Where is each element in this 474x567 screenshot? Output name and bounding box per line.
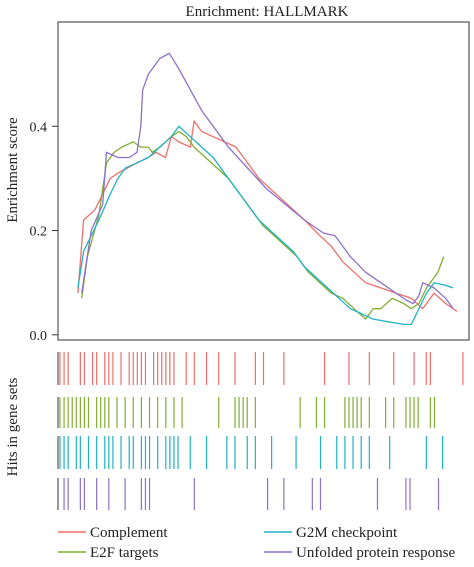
chart-title: Enrichment: HALLMARK xyxy=(186,4,349,20)
legend-label: E2F targets xyxy=(90,545,159,561)
series-lines xyxy=(77,52,458,326)
y-tick-label: 0.4 xyxy=(30,120,48,135)
hits-axis-label: Hits in gene sets xyxy=(5,377,21,476)
series-line-unfolded-protein-response xyxy=(81,52,454,310)
plot-frame xyxy=(57,21,470,341)
legend-label: G2M checkpoint xyxy=(296,525,398,541)
series-line-complement xyxy=(77,120,458,312)
y-axis: 0.0 0.2 0.4 xyxy=(30,120,58,344)
legend-label: Unfolded protein response xyxy=(296,545,455,561)
legend-label: Complement xyxy=(90,525,168,541)
y-tick-label: 0.2 xyxy=(30,225,48,240)
legend: Complement E2F targets G2M checkpoint Unfol… xyxy=(58,525,455,561)
y-tick-label: 0.0 xyxy=(30,329,48,344)
hits-rug xyxy=(57,352,464,510)
series-line-g2m-checkpoint xyxy=(77,125,454,326)
y-axis-label: Enrichment score xyxy=(5,117,21,223)
